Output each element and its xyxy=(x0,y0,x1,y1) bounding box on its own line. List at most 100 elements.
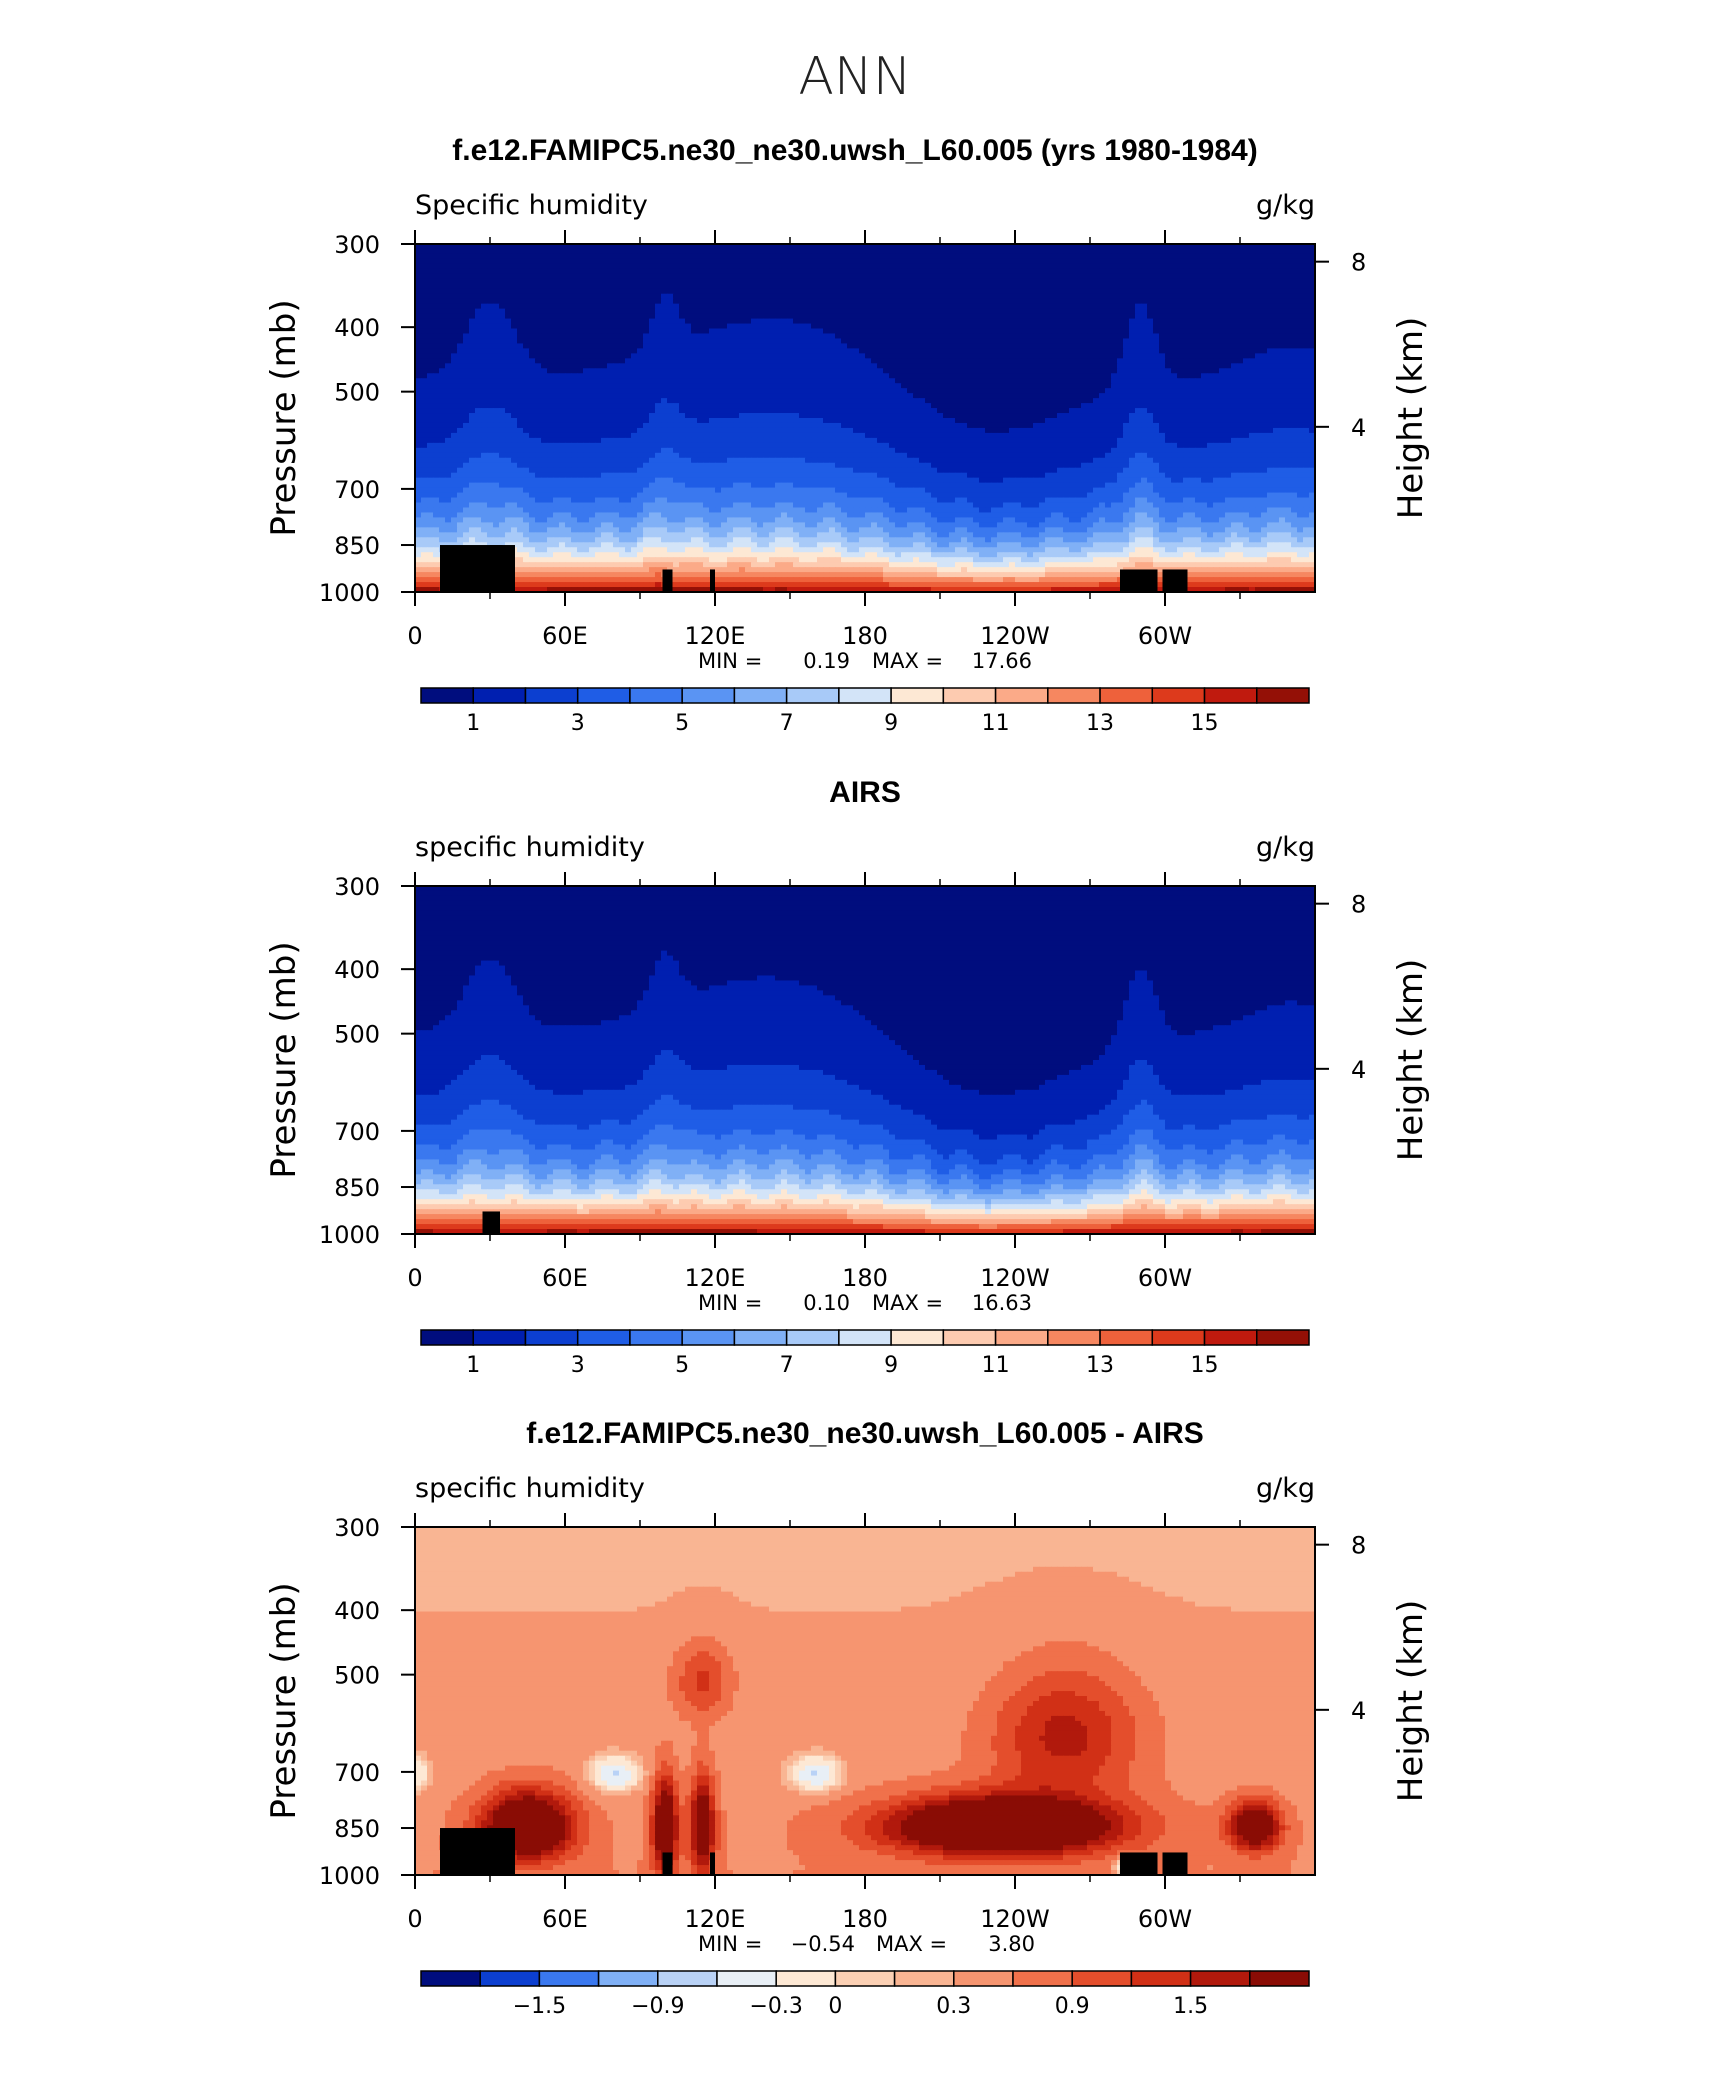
field-cell xyxy=(919,249,926,255)
field-cell xyxy=(823,264,830,270)
field-cell xyxy=(505,274,512,280)
field-cell xyxy=(979,249,986,255)
field-cell xyxy=(547,259,554,265)
field-cell xyxy=(469,264,476,270)
field-cell xyxy=(781,254,788,260)
field-cell xyxy=(895,284,902,290)
field-cell xyxy=(769,274,776,280)
field-cell xyxy=(1087,259,1094,265)
field-cell xyxy=(841,294,848,300)
field-cell xyxy=(1279,254,1286,260)
field-cell xyxy=(835,274,842,280)
field-cell xyxy=(1141,289,1148,295)
field-cell xyxy=(607,264,614,270)
field-cell xyxy=(1279,274,1286,280)
field-cell xyxy=(1057,279,1064,285)
field-cell xyxy=(691,249,698,255)
field-cell xyxy=(1063,254,1070,260)
field-cell xyxy=(739,279,746,285)
field-cell xyxy=(967,274,974,280)
field-cell xyxy=(559,269,566,275)
field-cell xyxy=(523,284,530,290)
field-cell xyxy=(931,294,938,300)
field-cell xyxy=(811,249,818,255)
field-cell xyxy=(1075,269,1082,275)
field-cell xyxy=(883,294,890,300)
field-cell xyxy=(703,294,710,300)
field-cell xyxy=(715,289,722,295)
field-cell xyxy=(637,269,644,275)
field-cell xyxy=(1003,254,1010,260)
field-cell xyxy=(619,254,626,260)
field-cell xyxy=(577,249,584,255)
field-cell xyxy=(1189,269,1196,275)
field-cell xyxy=(1297,289,1304,295)
field-cell xyxy=(985,284,992,290)
field-cell xyxy=(955,254,962,260)
field-cell xyxy=(517,249,524,255)
panel-title: f.e12.FAMIPC5.ne30_ne30.uwsh_L60.005 (yr… xyxy=(452,134,1257,167)
field-cell xyxy=(559,254,566,260)
field-cell xyxy=(625,294,632,300)
field-cell xyxy=(601,284,608,290)
field-cell xyxy=(877,279,884,285)
field-cell xyxy=(1147,289,1154,295)
field-cell xyxy=(1021,264,1028,270)
field-cell xyxy=(499,279,506,285)
field-cell xyxy=(793,289,800,295)
field-cell xyxy=(1177,274,1184,280)
field-cell xyxy=(655,259,662,265)
field-cell xyxy=(703,274,710,280)
field-cell xyxy=(1171,289,1178,295)
field-cell xyxy=(1201,264,1208,270)
field-cell xyxy=(967,264,974,270)
field-cell xyxy=(595,264,602,270)
field-cell xyxy=(1087,254,1094,260)
field-cell xyxy=(571,249,578,255)
field-cell xyxy=(991,274,998,280)
field-cell xyxy=(457,254,464,260)
field-cell xyxy=(859,284,866,290)
field-cell xyxy=(1027,284,1034,290)
field-cell xyxy=(1045,284,1052,290)
field-cell xyxy=(655,289,662,295)
field-cell xyxy=(1237,289,1244,295)
field-cell xyxy=(1165,279,1172,285)
field-cell xyxy=(667,274,674,280)
field-cell xyxy=(1051,254,1058,260)
field-cell xyxy=(961,264,968,270)
field-cell xyxy=(1027,254,1034,260)
field-cell xyxy=(793,284,800,290)
field-cell xyxy=(955,289,962,295)
field-cell xyxy=(895,249,902,255)
field-cell xyxy=(787,264,794,270)
field-cell xyxy=(451,254,458,260)
field-cell xyxy=(1057,254,1064,260)
field-cell xyxy=(685,259,692,265)
field-cell xyxy=(457,259,464,265)
field-cell xyxy=(529,284,536,290)
field-cell xyxy=(1243,274,1250,280)
field-cell xyxy=(709,254,716,260)
field-cell xyxy=(457,274,464,280)
field-cell xyxy=(511,274,518,280)
field-cell xyxy=(781,274,788,280)
field-cell xyxy=(631,259,638,265)
field-cell xyxy=(1201,284,1208,290)
field-cell xyxy=(1027,264,1034,270)
field-cell xyxy=(1159,274,1166,280)
field-cell xyxy=(1027,259,1034,265)
field-cell xyxy=(451,279,458,285)
field-cell xyxy=(1069,269,1076,275)
field-cell xyxy=(1231,279,1238,285)
field-cell xyxy=(853,269,860,275)
field-cell xyxy=(763,264,770,270)
field-cell xyxy=(649,254,656,260)
field-cell xyxy=(463,294,470,300)
field-cell xyxy=(901,249,908,255)
field-cell xyxy=(1063,289,1070,295)
field-cell xyxy=(1285,249,1292,255)
field-cell xyxy=(769,264,776,270)
field-cell xyxy=(559,264,566,270)
field-cell xyxy=(463,259,470,265)
